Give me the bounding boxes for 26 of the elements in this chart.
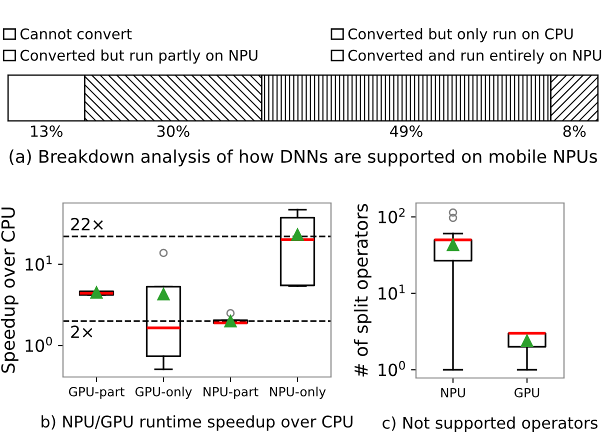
y-tick-label: 10$^{1}$ bbox=[378, 284, 405, 300]
ref-line-label: 22× bbox=[71, 218, 103, 230]
x-tick-label: NPU-part bbox=[204, 387, 258, 399]
x-tick-label: GPU-only bbox=[135, 386, 192, 399]
y-tick-label: 10$^{2}$ bbox=[378, 208, 405, 224]
legend-label: Converted but only run on CPU bbox=[348, 28, 573, 42]
y-tick-label: 10$^{0}$ bbox=[26, 336, 52, 352]
data-label: 30% bbox=[157, 125, 190, 137]
legend-label: Cannot convert bbox=[20, 28, 132, 40]
y-axis-title: Speedup over CPU bbox=[0, 208, 18, 373]
x-tick-label: GPU bbox=[514, 388, 540, 398]
x-tick-label: GPU-part bbox=[68, 386, 124, 399]
text: (a) Breakdown analysis of how DNNs are supported on mobile NPUs bbox=[10, 150, 597, 166]
ref-line-label: 2× bbox=[71, 326, 92, 338]
x-tick-label: NPU bbox=[441, 388, 465, 398]
y-tick-label: 10$^{1}$ bbox=[26, 256, 52, 271]
text: b) NPU/GPU runtime speedup over CPU bbox=[42, 415, 352, 431]
text: c) Not supported operators bbox=[382, 416, 598, 432]
data-label: 13% bbox=[31, 125, 62, 137]
data-label: 49% bbox=[390, 125, 422, 137]
legend-label: Converted but run partly on NPU bbox=[20, 50, 258, 64]
y-axis-title: # of split operators bbox=[354, 204, 372, 376]
x-tick-label: NPU-only bbox=[270, 386, 326, 399]
y-tick-label: 10$^{0}$ bbox=[378, 360, 405, 376]
data-label: 8% bbox=[563, 125, 586, 137]
legend-label: Converted and run entirely on NPU bbox=[348, 50, 602, 64]
